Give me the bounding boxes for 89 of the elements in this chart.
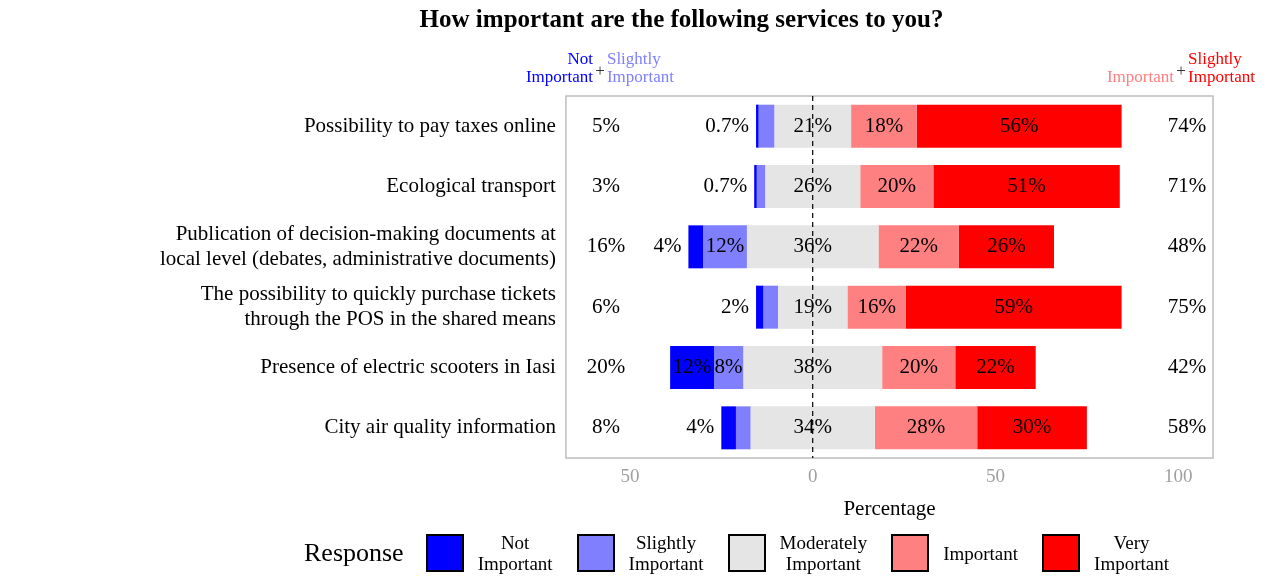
data-label: 20% — [899, 354, 938, 379]
bar — [735, 406, 751, 450]
data-label: 12% — [672, 354, 712, 379]
bar — [977, 406, 1087, 450]
bar — [933, 165, 1120, 208]
bar — [743, 346, 883, 389]
data-label: 4% — [686, 414, 715, 439]
bar — [905, 285, 1122, 329]
bar — [763, 285, 778, 329]
bar — [750, 406, 875, 450]
y-tick-label: The possibility to quickly purchase tickets through the POS in the shared means — [200, 281, 556, 331]
bar — [860, 165, 934, 208]
data-label: 4% — [653, 233, 682, 258]
legend-label: Not Important — [477, 532, 553, 574]
bar — [688, 225, 704, 269]
text: Slightly Important — [606, 49, 675, 86]
y-tick-label: Ecological transport — [386, 173, 557, 198]
bar — [758, 104, 775, 148]
data-label: 36% — [793, 233, 832, 258]
annotation: 6% — [591, 293, 620, 318]
data-label: 12% — [705, 233, 745, 258]
bar — [754, 165, 757, 208]
text: Important — [1106, 67, 1175, 86]
data-label: 51% — [1007, 173, 1046, 198]
data-label: 18% — [864, 112, 904, 137]
annotation: 48% — [1167, 233, 1207, 258]
data-label: 56% — [1000, 112, 1039, 137]
data-label: 20% — [877, 173, 917, 198]
x-tick-label: 50 — [985, 465, 1005, 487]
data-label: 26% — [793, 173, 832, 198]
bar — [746, 225, 879, 269]
legend-label: Very Important — [1094, 532, 1169, 574]
bar — [774, 104, 852, 148]
bar — [847, 285, 906, 329]
x-tick-label: 50 — [620, 465, 640, 487]
data-label: 30% — [1012, 414, 1052, 439]
annotation: 75% — [1167, 293, 1207, 318]
text: + — [595, 61, 605, 80]
text: + — [1176, 61, 1186, 80]
bar — [882, 346, 956, 389]
data-label: 38% — [793, 354, 832, 379]
annotation: 8% — [591, 414, 620, 439]
legend-label: Moderately Important — [779, 532, 868, 574]
bar — [756, 165, 766, 208]
data-label: 21% — [793, 112, 832, 137]
annotation: 20% — [586, 354, 626, 379]
data-label: 19% — [793, 293, 832, 318]
legend-label: Slightly Important — [628, 532, 704, 574]
bar — [851, 104, 917, 148]
data-label: 0.7% — [703, 173, 748, 198]
legend-label: Important — [943, 542, 1019, 564]
y-tick-label: Publication of decision-making documents at local level (debates, administrative documents) — [159, 220, 557, 270]
bar — [955, 346, 1036, 389]
annotation: 16% — [586, 233, 626, 258]
bar — [765, 165, 861, 208]
y-tick-label: City air quality information — [324, 414, 557, 439]
data-label: 59% — [994, 293, 1034, 318]
data-label: 2% — [721, 293, 750, 318]
data-label: 34% — [793, 414, 832, 439]
y-tick-label: Possibility to pay taxes online — [303, 112, 556, 137]
bar — [878, 225, 959, 269]
bar — [756, 104, 759, 148]
x-tick-label: 0 — [807, 465, 818, 487]
annotation: 3% — [591, 173, 620, 198]
text: Not Important — [525, 49, 594, 86]
data-label: 16% — [857, 293, 896, 318]
y-tick-label: Presence of electric scooters in Iasi — [260, 354, 557, 379]
data-label: 22% — [976, 354, 1015, 379]
data-label: 8% — [714, 354, 743, 379]
data-label: 28% — [906, 414, 946, 439]
annotation: 71% — [1167, 173, 1207, 198]
x-tick-label: 100 — [1164, 465, 1193, 487]
bar — [756, 285, 764, 329]
annotation: 58% — [1167, 414, 1207, 439]
annotation: 5% — [591, 112, 620, 137]
data-label: 0.7% — [705, 112, 750, 137]
data-label: 22% — [899, 233, 938, 258]
bar — [874, 406, 978, 450]
bar — [777, 285, 848, 329]
x-axis-title: Percentage — [843, 495, 936, 520]
text: Slightly Important — [1188, 49, 1256, 86]
annotation: 42% — [1167, 354, 1207, 379]
legend-title: Response — [304, 538, 404, 568]
bar — [721, 406, 736, 450]
chart-title: How important are the following services to you? — [419, 5, 944, 33]
bar — [916, 104, 1122, 148]
data-label: 26% — [987, 233, 1026, 258]
bar — [958, 225, 1054, 269]
annotation: 74% — [1167, 112, 1207, 137]
